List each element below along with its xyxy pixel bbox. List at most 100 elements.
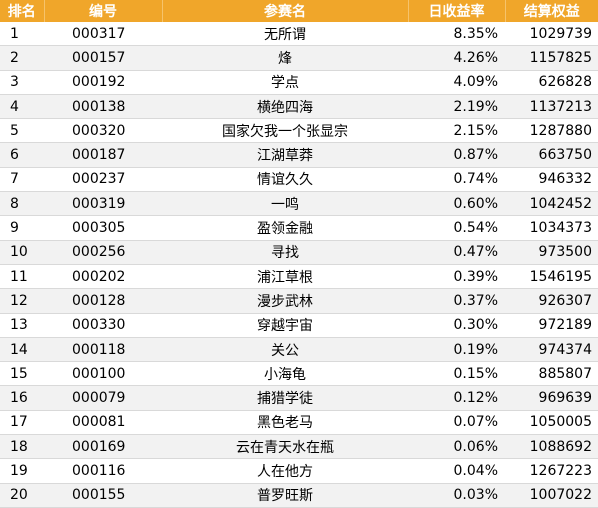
code-cell: 000116 (44, 458, 162, 484)
rank-cell: 7 (0, 167, 44, 193)
rank-cell: 19 (0, 458, 44, 484)
code-cell: 000202 (44, 264, 162, 290)
equity-cell: 1137213 (505, 94, 598, 120)
table-row: 6 000187 江湖草莽 0.87% 663750 (0, 142, 598, 168)
header-rank: 排名 (0, 0, 45, 22)
code-cell: 000330 (44, 313, 162, 338)
table-row: 16 000079 捕猎学徒 0.12% 969639 (0, 385, 598, 411)
equity-cell: 926307 (505, 288, 598, 314)
table-row: 20 000155 普罗旺斯 0.03% 1007022 (0, 483, 598, 508)
rank-cell: 5 (0, 118, 44, 144)
header-name: 参赛名 (162, 0, 409, 22)
code-cell: 000118 (44, 337, 162, 363)
table-row: 9 000305 盈领金融 0.54% 1034373 (0, 215, 598, 241)
equity-cell: 946332 (505, 167, 598, 193)
contestant-name-cell: 云在青天水在瓶 (162, 434, 408, 460)
code-cell: 000192 (44, 70, 162, 95)
rank-cell: 13 (0, 313, 44, 338)
contestant-name-cell: 国家欠我一个张显宗 (162, 118, 408, 144)
equity-cell: 1088692 (505, 434, 598, 460)
code-cell: 000305 (44, 215, 162, 241)
equity-cell: 1042452 (505, 191, 598, 217)
contestant-name-cell: 漫步武林 (162, 288, 408, 314)
equity-cell: 885807 (505, 361, 598, 387)
rank-cell: 2 (0, 45, 44, 71)
code-cell: 000081 (44, 410, 162, 436)
table-row: 4 000138 横绝四海 2.19% 1137213 (0, 94, 598, 120)
daily-return-cell: 0.37% (408, 288, 505, 314)
table-row: 10 000256 寻找 0.47% 973500 (0, 240, 598, 265)
daily-return-cell: 0.30% (408, 313, 505, 338)
daily-return-cell: 0.04% (408, 458, 505, 484)
contestant-name-cell: 盈领金融 (162, 215, 408, 241)
code-cell: 000256 (44, 240, 162, 265)
equity-cell: 1034373 (505, 215, 598, 241)
contestant-name-cell: 一鸣 (162, 191, 408, 217)
table-row: 19 000116 人在他方 0.04% 1267223 (0, 458, 598, 484)
table-row: 17 000081 黑色老马 0.07% 1050005 (0, 410, 598, 436)
header-row: 排名 编号 参赛名 日收益率 结算权益 (0, 0, 598, 22)
table-row: 7 000237 情谊久久 0.74% 946332 (0, 167, 598, 193)
equity-cell: 663750 (505, 142, 598, 168)
contestant-name-cell: 小海龟 (162, 361, 408, 387)
daily-return-cell: 0.60% (408, 191, 505, 217)
table-row: 3 000192 学点 4.09% 626828 (0, 70, 598, 95)
rank-cell: 3 (0, 70, 44, 95)
rank-cell: 9 (0, 215, 44, 241)
contestant-name-cell: 情谊久久 (162, 167, 408, 193)
code-cell: 000128 (44, 288, 162, 314)
table-row: 15 000100 小海龟 0.15% 885807 (0, 361, 598, 387)
table-row: 18 000169 云在青天水在瓶 0.06% 1088692 (0, 434, 598, 460)
daily-return-cell: 0.47% (408, 240, 505, 265)
table-row: 14 000118 关公 0.19% 974374 (0, 337, 598, 363)
table-row: 1 000317 无所谓 8.35% 1029739 (0, 22, 598, 47)
daily-return-cell: 0.87% (408, 142, 505, 168)
daily-return-cell: 8.35% (408, 22, 505, 47)
rank-cell: 17 (0, 410, 44, 436)
contestant-name-cell: 普罗旺斯 (162, 483, 408, 508)
equity-cell: 1287880 (505, 118, 598, 144)
code-cell: 000317 (44, 22, 162, 47)
daily-return-cell: 2.15% (408, 118, 505, 144)
rank-cell: 6 (0, 142, 44, 168)
daily-return-cell: 0.12% (408, 385, 505, 411)
code-cell: 000138 (44, 94, 162, 120)
code-cell: 000169 (44, 434, 162, 460)
contestant-name-cell: 黑色老马 (162, 410, 408, 436)
equity-cell: 1050005 (505, 410, 598, 436)
code-cell: 000079 (44, 385, 162, 411)
rank-cell: 11 (0, 264, 44, 290)
daily-return-cell: 0.74% (408, 167, 505, 193)
daily-return-cell: 0.39% (408, 264, 505, 290)
equity-cell: 972189 (505, 313, 598, 338)
contestant-name-cell: 无所谓 (162, 22, 408, 47)
equity-cell: 1157825 (505, 45, 598, 71)
table-row: 8 000319 一鸣 0.60% 1042452 (0, 191, 598, 217)
equity-cell: 969639 (505, 385, 598, 411)
daily-return-cell: 0.15% (408, 361, 505, 387)
rank-cell: 16 (0, 385, 44, 411)
equity-cell: 974374 (505, 337, 598, 363)
table-row: 5 000320 国家欠我一个张显宗 2.15% 1287880 (0, 118, 598, 144)
rank-cell: 12 (0, 288, 44, 314)
rank-cell: 4 (0, 94, 44, 120)
contestant-name-cell: 烽 (162, 45, 408, 71)
rank-cell: 10 (0, 240, 44, 265)
rank-cell: 15 (0, 361, 44, 387)
table-row: 12 000128 漫步武林 0.37% 926307 (0, 288, 598, 314)
contestant-name-cell: 横绝四海 (162, 94, 408, 120)
table-row: 11 000202 浦江草根 0.39% 1546195 (0, 264, 598, 290)
code-cell: 000319 (44, 191, 162, 217)
equity-cell: 973500 (505, 240, 598, 265)
rank-cell: 20 (0, 483, 44, 508)
daily-return-cell: 2.19% (408, 94, 505, 120)
daily-return-cell: 0.07% (408, 410, 505, 436)
table-body: 1 000317 无所谓 8.35% 1029739 2 000157 烽 4.26% 11578… (0, 22, 598, 508)
table-row: 2 000157 烽 4.26% 1157825 (0, 45, 598, 71)
rank-cell: 1 (0, 22, 44, 47)
daily-return-cell: 0.06% (408, 434, 505, 460)
contestant-name-cell: 浦江草根 (162, 264, 408, 290)
equity-cell: 1267223 (505, 458, 598, 484)
contestant-name-cell: 捕猎学徒 (162, 385, 408, 411)
